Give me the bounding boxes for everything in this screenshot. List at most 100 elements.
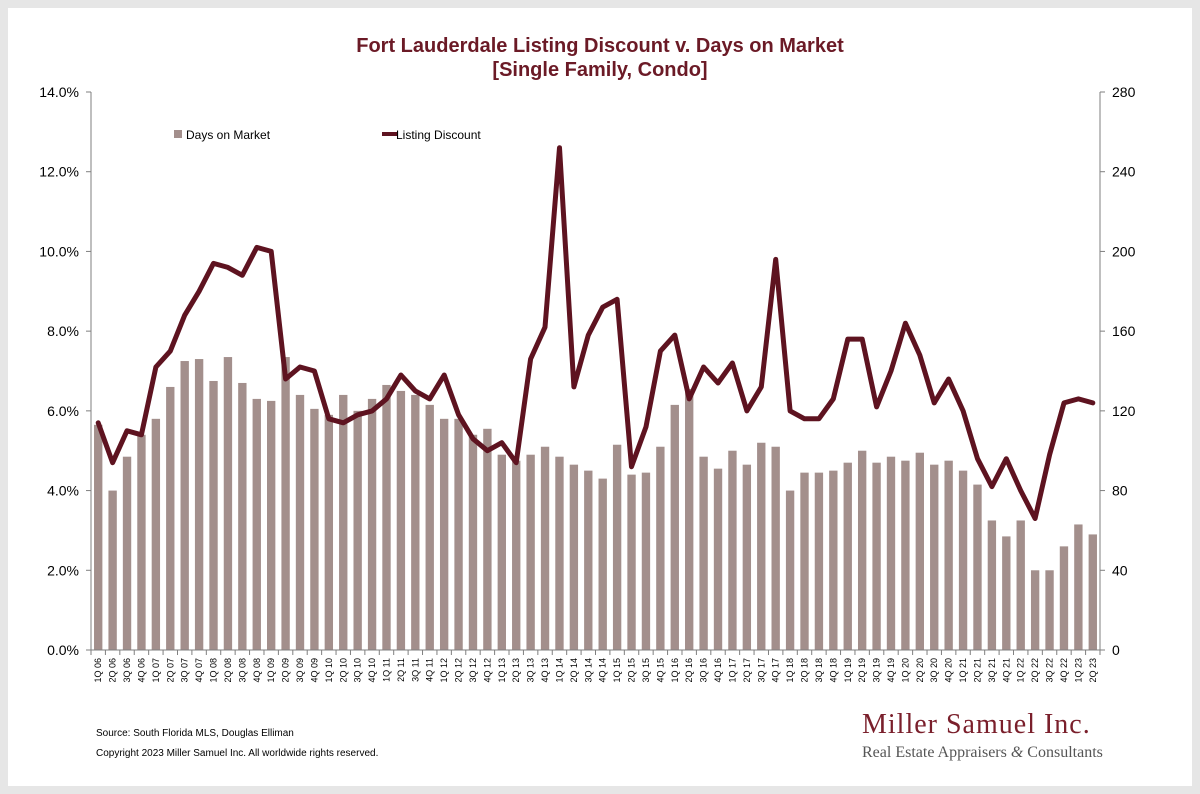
x-tick-label: 3Q 19 — [872, 658, 882, 683]
bar — [1088, 534, 1097, 650]
x-tick-label: 1Q 16 — [670, 658, 680, 683]
x-tick-label: 4Q 17 — [771, 658, 781, 683]
chart-footnote: Source: South Florida MLS, Douglas Ellim… — [96, 724, 378, 764]
bar — [137, 434, 146, 650]
bar — [901, 460, 910, 650]
bar — [468, 434, 478, 650]
bar — [1030, 570, 1040, 650]
bar — [685, 388, 694, 650]
x-tick-label: 2Q 07 — [165, 658, 175, 683]
x-tick-label: 4Q 22 — [1059, 658, 1069, 683]
x-tick-label: 1Q 08 — [209, 658, 219, 683]
bar — [238, 382, 247, 650]
x-tick-label: 2Q 13 — [511, 658, 521, 683]
y-right-tick-label: 200 — [1112, 243, 1136, 259]
x-tick-label: 3Q 17 — [756, 658, 766, 683]
x-tick-label: 1Q 22 — [1016, 658, 1026, 683]
bar — [699, 456, 708, 650]
bar — [281, 357, 290, 650]
bar — [454, 418, 463, 650]
x-tick-label: 1Q 15 — [612, 658, 622, 683]
bar — [512, 460, 521, 650]
y-right-tick-label: 280 — [1112, 84, 1136, 100]
x-tick-label: 4Q 13 — [540, 658, 550, 683]
x-tick-label: 1Q 20 — [900, 658, 910, 683]
bar — [425, 404, 434, 650]
bar — [266, 400, 276, 650]
bar — [180, 361, 189, 650]
y-right-tick-label: 80 — [1112, 483, 1128, 499]
bar — [367, 398, 377, 650]
bar — [1045, 570, 1054, 650]
bar — [886, 456, 896, 650]
bar — [742, 464, 752, 650]
x-tick-label: 3Q 20 — [929, 658, 939, 683]
x-tick-label: 2Q 20 — [915, 658, 925, 683]
bar — [915, 452, 925, 650]
x-tick-label: 1Q 13 — [497, 658, 507, 683]
x-tick-label: 1Q 09 — [266, 658, 276, 683]
bar — [829, 470, 838, 650]
bar — [670, 404, 679, 650]
y-left-tick-label: 8.0% — [47, 323, 79, 339]
bar — [1016, 520, 1025, 650]
logo-tagline: Real Estate Appraisers & Consultants — [862, 742, 1142, 764]
x-tick-label: 2Q 12 — [454, 658, 464, 683]
x-tick-label: 2Q 14 — [569, 658, 579, 683]
company-logo: Miller Samuel Inc. Real Estate Appraiser… — [862, 708, 1142, 764]
x-tick-label: 4Q 14 — [598, 658, 608, 683]
y-left-tick-label: 10.0% — [39, 243, 79, 259]
x-tick-label: 2Q 09 — [281, 658, 291, 683]
bar — [295, 394, 305, 650]
x-tick-label: 1Q 18 — [785, 658, 795, 683]
legend-label-days-on-market: Days on Market — [186, 128, 271, 142]
x-tick-label: 1Q 17 — [727, 658, 737, 683]
logo-tagline-part2: Consultants — [1027, 744, 1103, 761]
y-left-tick-label: 2.0% — [47, 562, 79, 578]
x-tick-label: 3Q 16 — [699, 658, 709, 683]
y-left-tick-label: 12.0% — [39, 164, 79, 180]
bar — [713, 468, 723, 650]
bar — [439, 418, 449, 650]
bar — [958, 470, 968, 650]
x-tick-label: 4Q 07 — [194, 658, 204, 683]
logo-name: Miller Samuel Inc. — [862, 709, 1091, 740]
x-tick-label: 2Q 06 — [108, 658, 118, 683]
x-tick-label: 3Q 13 — [526, 658, 536, 683]
bar — [1074, 524, 1083, 650]
y-right-tick-label: 120 — [1112, 403, 1136, 419]
bar — [1002, 536, 1011, 650]
copyright-note: Copyright 2023 Miller Samuel Inc. All wo… — [96, 748, 379, 759]
bar — [987, 520, 997, 650]
x-tick-label: 2Q 08 — [223, 658, 233, 683]
bar — [627, 474, 636, 650]
x-tick-label: 4Q 09 — [309, 658, 319, 683]
x-tick-label: 3Q 12 — [468, 658, 478, 683]
bar — [151, 418, 161, 650]
bar — [973, 484, 982, 650]
bar — [411, 394, 420, 650]
y-right-tick-label: 0 — [1112, 642, 1120, 658]
x-tick-label: 2Q 17 — [742, 658, 752, 683]
bar — [584, 470, 593, 650]
x-tick-label: 1Q 12 — [439, 658, 449, 683]
bar — [785, 490, 795, 650]
x-tick-label: 3Q 07 — [180, 658, 190, 683]
bar — [656, 446, 665, 650]
x-tick-label: 2Q 19 — [857, 658, 867, 683]
y-right-tick-label: 40 — [1112, 562, 1128, 578]
bar — [641, 472, 651, 650]
bar — [483, 428, 492, 650]
x-tick-label: 3Q 11 — [410, 658, 420, 682]
x-tick-label: 3Q 18 — [814, 658, 824, 683]
bar — [382, 384, 391, 650]
legend-label-listing-discount: Listing Discount — [396, 128, 481, 142]
bar — [757, 442, 766, 650]
x-tick-label: 3Q 09 — [295, 658, 305, 683]
legend-swatch-days-on-market — [174, 130, 182, 138]
bar — [540, 446, 550, 650]
bar — [800, 472, 809, 650]
chart-title-line-1: Fort Lauderdale Listing Discount v. Days… — [356, 35, 844, 57]
x-tick-label: 4Q 10 — [367, 658, 377, 683]
